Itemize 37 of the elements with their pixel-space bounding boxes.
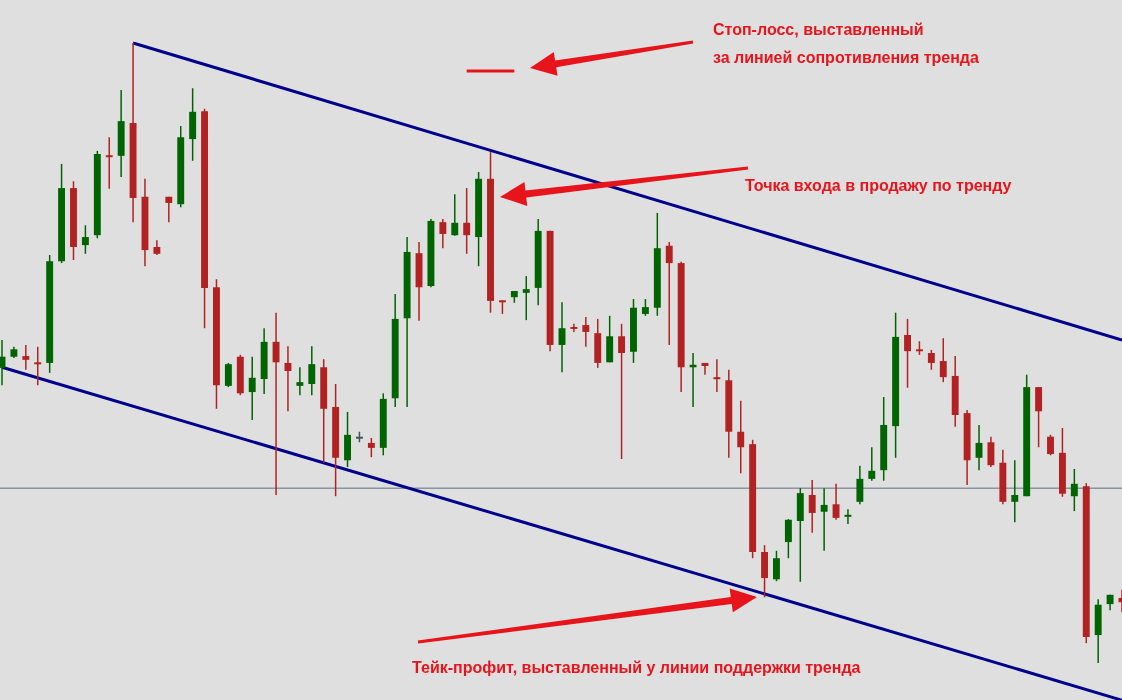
candlestick: [367, 437, 375, 458]
candlestick: [820, 487, 828, 552]
candlestick: [248, 355, 256, 421]
candlestick: [522, 275, 530, 321]
candlestick: [463, 187, 471, 255]
candlestick: [105, 136, 113, 190]
candlestick: [1047, 434, 1054, 457]
annotation: Точка входа в продажу по тренду: [745, 176, 1012, 196]
candlestick: [34, 346, 42, 386]
candlestick: [737, 399, 745, 475]
candlestick: [939, 337, 947, 383]
candlestick: [927, 349, 935, 371]
candlestick: [22, 344, 30, 371]
candlestick: [868, 446, 876, 482]
annotation: Тейк-профит, выставленный у линии поддержки тренда: [412, 658, 861, 678]
candlestick: [165, 196, 173, 223]
candlestick: [582, 316, 590, 348]
candlestick: [224, 362, 232, 388]
candlestick: [856, 465, 864, 506]
candlestick: [570, 323, 578, 333]
candlestick: [987, 435, 995, 468]
candlestick: [904, 318, 911, 389]
candlestick: [308, 345, 316, 396]
candlestick: [1070, 468, 1078, 512]
candlestick: [784, 518, 792, 559]
candlestick: [296, 366, 304, 396]
candlestick: [618, 323, 626, 460]
candlestick: [665, 241, 673, 346]
candlestick: [0, 339, 6, 386]
candlestick: [808, 479, 816, 534]
candlestick: [451, 193, 459, 237]
candlestick: [773, 550, 780, 582]
candlestick: [713, 358, 721, 393]
annotation: Стоп-лосс, выставленный за линией сопротивления тренда: [713, 20, 979, 68]
candlestick: [1011, 459, 1019, 524]
candlestick: [81, 224, 89, 255]
candlestick: [439, 218, 447, 249]
